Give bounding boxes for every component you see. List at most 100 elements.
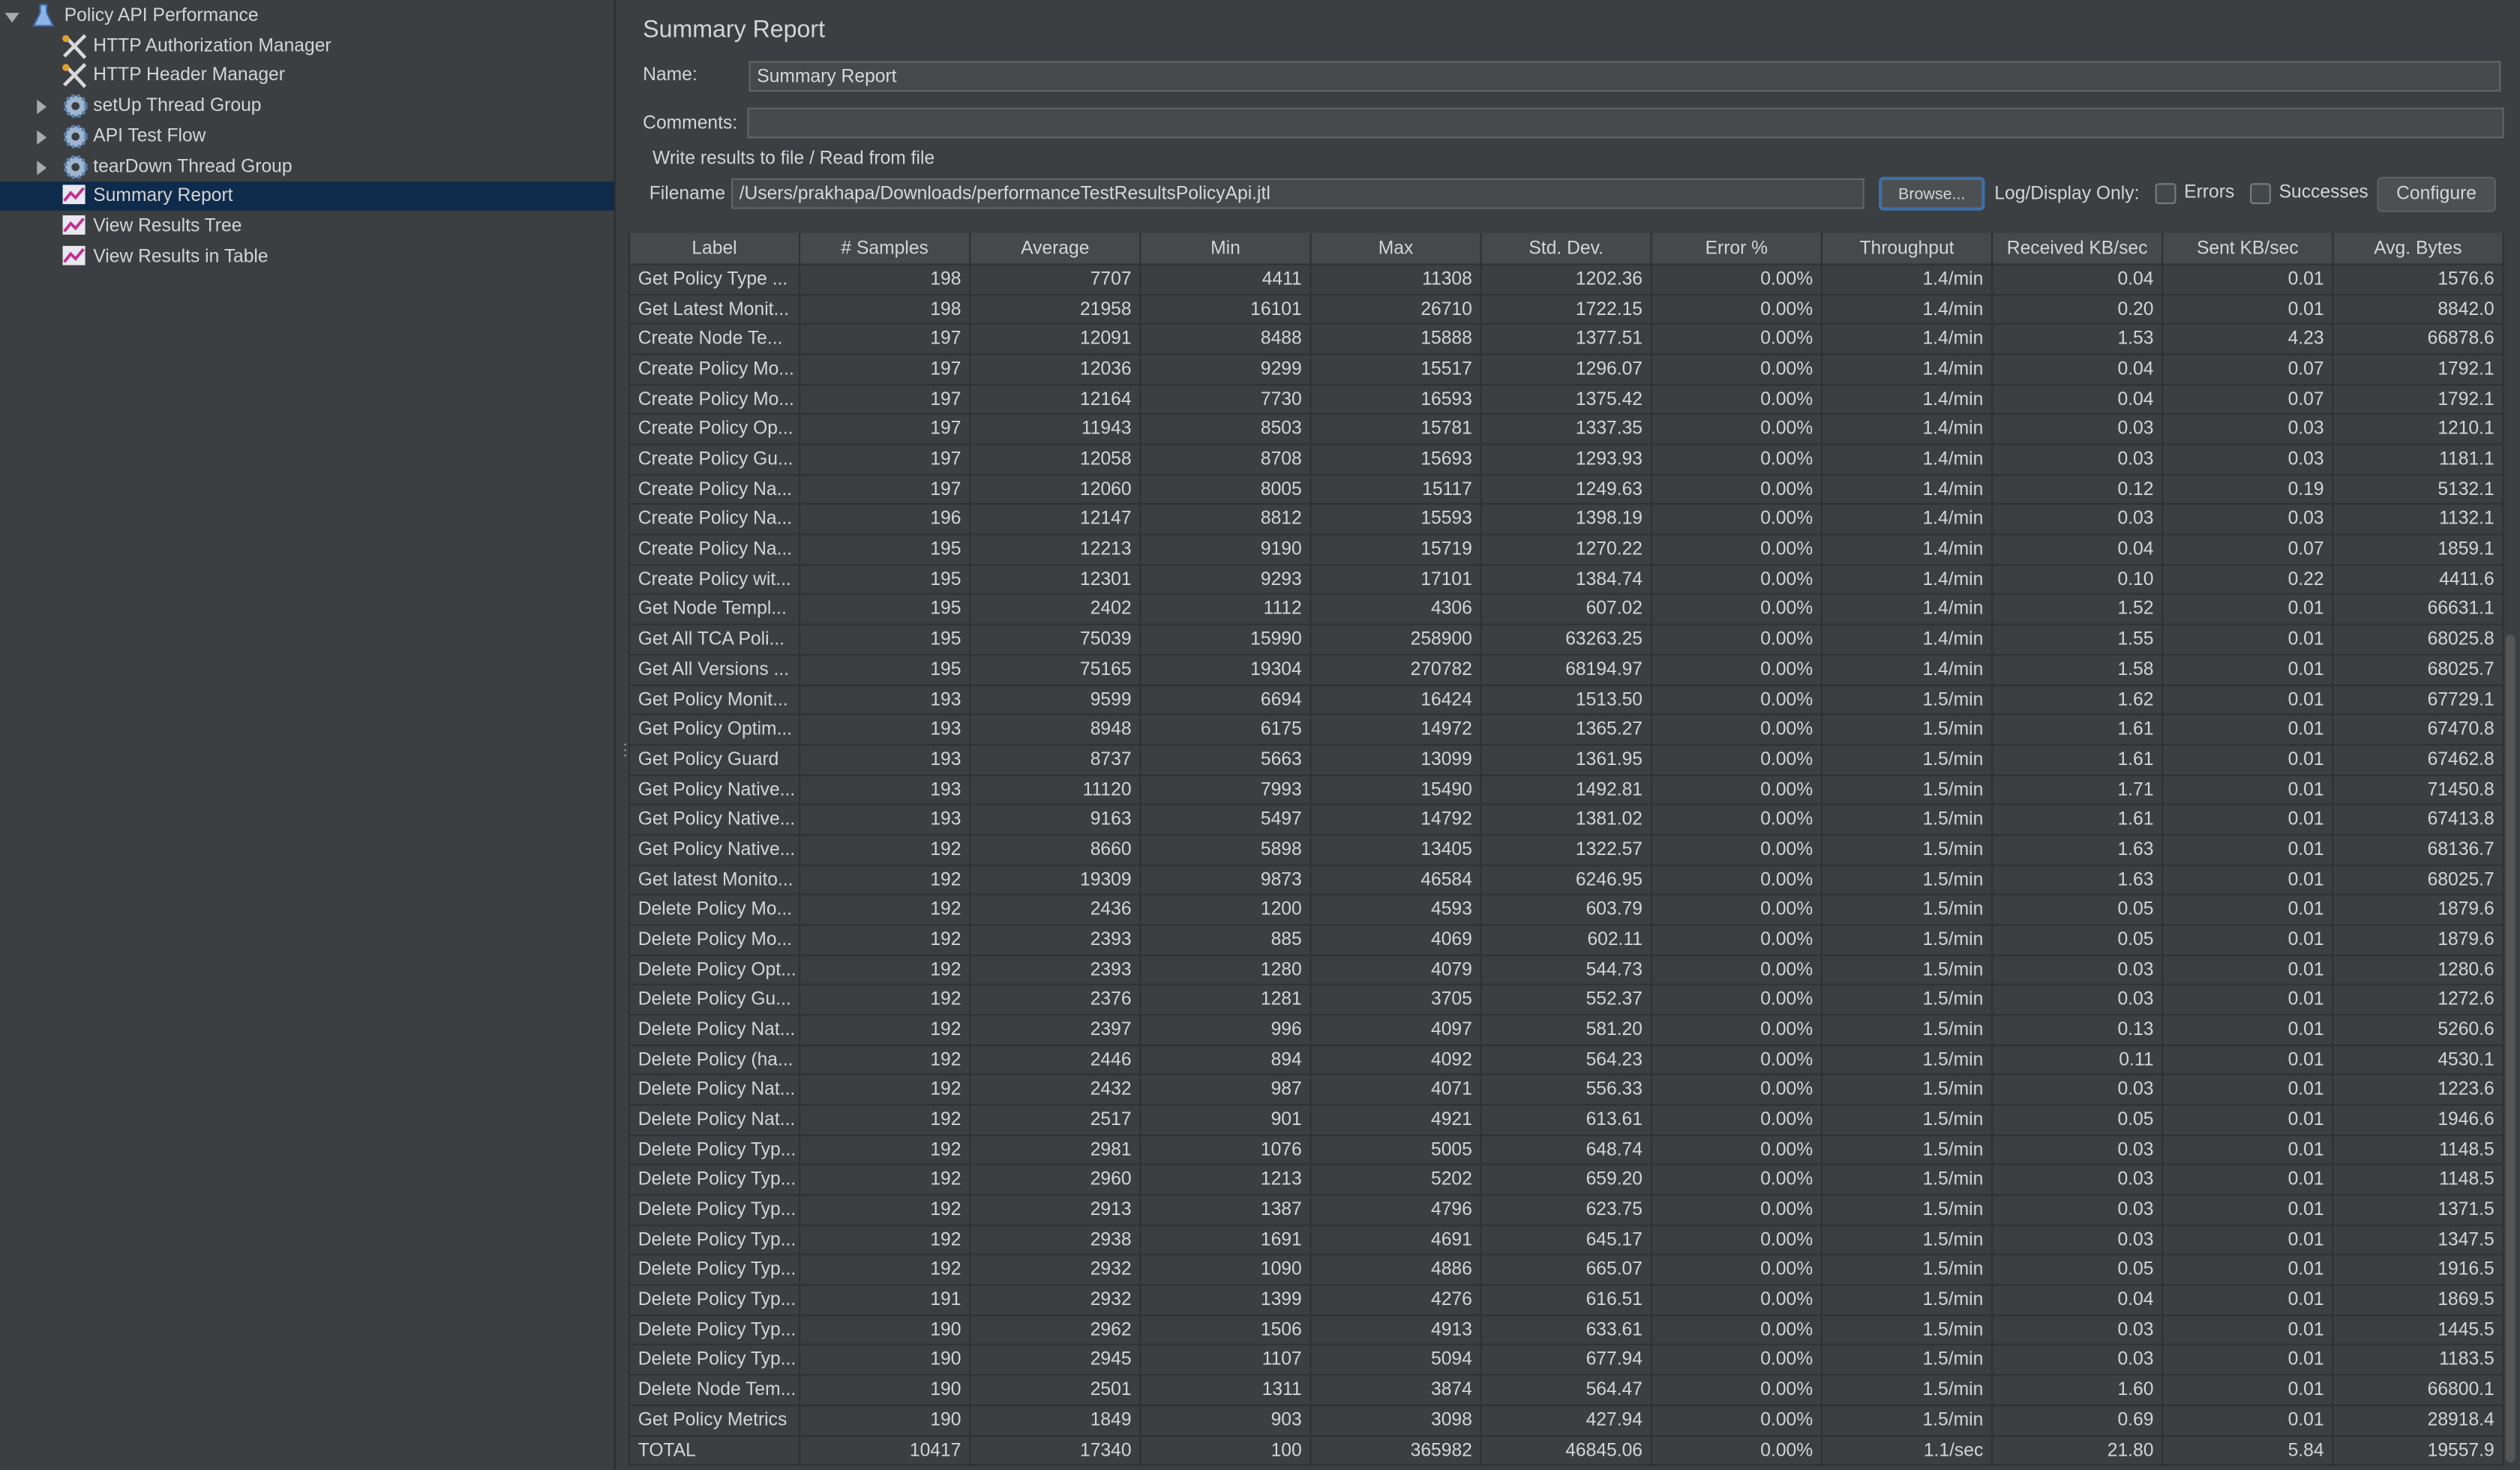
table-cell: 10417 [800, 1436, 971, 1466]
row-label: Get All Versions ... [630, 655, 801, 686]
table-cell: 1.5/min [1822, 1016, 1994, 1046]
table-cell: 1879.6 [2333, 926, 2504, 956]
table-cell: 16424 [1311, 685, 1482, 716]
filename-input[interactable]: /Users/prakhapa/Downloads/performanceTes… [730, 178, 1864, 209]
configure-button[interactable]: Configure [2377, 176, 2496, 212]
column-header[interactable]: Label [630, 232, 801, 266]
log-display-label: Log/Display Only: [1994, 184, 2140, 205]
table-cell: 192 [800, 1106, 971, 1136]
table-cell: 14792 [1311, 806, 1482, 836]
column-header[interactable]: Average [970, 232, 1142, 266]
tree-item[interactable]: View Results Tree [93, 217, 242, 236]
tree-expander[interactable] [35, 130, 48, 149]
table-cell: 1112 [1141, 595, 1312, 626]
errors-checkbox[interactable] [2155, 183, 2176, 205]
comments-input[interactable] [747, 107, 2504, 139]
table-cell: 15781 [1311, 415, 1482, 446]
table-cell: 0.01 [2163, 1256, 2334, 1286]
table-cell: 1.4/min [1822, 325, 1994, 356]
table-cell: 8737 [970, 746, 1142, 776]
table-cell: 4071 [1311, 1076, 1482, 1106]
table-cell: 0.00% [1652, 1076, 1822, 1106]
table-cell: 0.00% [1652, 1256, 1822, 1286]
table-cell: 1.5/min [1822, 1166, 1994, 1196]
table-cell: 0.01 [2163, 866, 2334, 896]
name-label: Name: [643, 65, 698, 86]
column-header[interactable]: Max [1311, 232, 1482, 266]
table-cell: 15593 [1311, 505, 1482, 536]
table-cell: 0.04 [1993, 355, 2164, 386]
table-cell: 193 [800, 746, 971, 776]
table-cell: 602.11 [1481, 926, 1652, 956]
table-cell: 2393 [970, 926, 1142, 956]
table-cell: 1.53 [1993, 325, 2164, 356]
table-cell: 1.4/min [1822, 295, 1994, 326]
row-label: Delete Policy Nat... [630, 1106, 801, 1136]
column-header[interactable]: Min [1141, 232, 1312, 266]
table-cell: 0.03 [1993, 445, 2164, 476]
tree-item[interactable]: Summary Report [93, 186, 233, 206]
name-input[interactable]: Summary Report [748, 61, 2501, 92]
table-cell: 564.47 [1481, 1376, 1652, 1406]
table-cell: 1200 [1141, 896, 1312, 926]
column-header[interactable]: Avg. Bytes [2333, 232, 2504, 266]
tree-item[interactable]: tearDown Thread Group [93, 156, 292, 176]
table-cell: 1.5/min [1822, 1346, 1994, 1376]
table-cell: 8660 [970, 836, 1142, 866]
table-cell: 1148.5 [2333, 1166, 2504, 1196]
table-cell: 1213 [1141, 1166, 1312, 1196]
table-cell: 1.4/min [1822, 445, 1994, 476]
table-cell: 0.01 [2163, 1346, 2334, 1376]
table-cell: 193 [800, 685, 971, 716]
table-cell: 19557.9 [2333, 1436, 2504, 1466]
column-header[interactable]: Received KB/sec [1993, 232, 2164, 266]
tree-item[interactable]: HTTP Authorization Manager [93, 36, 332, 56]
successes-checkbox[interactable] [2250, 183, 2271, 205]
tree-item[interactable]: API Test Flow [93, 126, 206, 146]
table-cell: 1849 [970, 1406, 1142, 1436]
table-cell: 1.55 [1993, 625, 2164, 656]
browse-button[interactable]: Browse... [1879, 176, 1985, 211]
table-cell: 1.60 [1993, 1376, 2164, 1406]
tree-item[interactable]: setUp Thread Group [93, 96, 262, 116]
table-cell: 894 [1141, 1046, 1312, 1076]
column-header[interactable]: Throughput [1822, 232, 1994, 266]
row-label: Delete Policy Gu... [630, 986, 801, 1016]
table-cell: 193 [800, 715, 971, 746]
table-cell: 15693 [1311, 445, 1482, 476]
table-cell: 7730 [1141, 385, 1312, 416]
table-cell: 1.5/min [1822, 1076, 1994, 1106]
table-cell: 0.01 [2163, 295, 2334, 326]
tree-item[interactable]: Policy API Performance [64, 6, 259, 26]
table-cell: 1.5/min [1822, 776, 1994, 806]
table-cell: 17340 [970, 1436, 1142, 1466]
tree-expander[interactable] [4, 10, 20, 29]
table-cell: 1387 [1141, 1196, 1312, 1226]
table-cell: 1.61 [1993, 715, 2164, 746]
table-cell: 0.00% [1652, 866, 1822, 896]
tree-icon [61, 184, 86, 211]
row-label: Create Policy Op... [630, 415, 801, 446]
table-cell: 0.07 [2163, 385, 2334, 416]
column-header[interactable]: Std. Dev. [1481, 232, 1652, 266]
tree-expander[interactable] [35, 100, 48, 119]
table-cell: 12091 [970, 325, 1142, 356]
table-cell: 0.03 [1993, 505, 2164, 536]
table-cell: 8842.0 [2333, 295, 2504, 326]
tree-item[interactable]: HTTP Header Manager [93, 66, 285, 86]
table-cell: 1272.6 [2333, 986, 2504, 1016]
table-cell: 67470.8 [2333, 715, 2504, 746]
table-cell: 68194.97 [1481, 655, 1652, 686]
table-cell: 1.71 [1993, 776, 2164, 806]
tree-expander[interactable] [35, 160, 48, 179]
table-cell: 0.01 [2163, 265, 2334, 296]
column-header[interactable]: Sent KB/sec [2163, 232, 2334, 266]
table-cell: 1280 [1141, 956, 1312, 986]
scrollbar[interactable] [2505, 634, 2516, 1462]
table-cell: 4306 [1311, 595, 1482, 626]
table-cell: 1792.1 [2333, 385, 2504, 416]
column-header[interactable]: Error % [1652, 232, 1822, 266]
column-header[interactable]: # Samples [800, 232, 971, 266]
table-cell: 603.79 [1481, 896, 1652, 926]
tree-item[interactable]: View Results in Table [93, 247, 268, 266]
